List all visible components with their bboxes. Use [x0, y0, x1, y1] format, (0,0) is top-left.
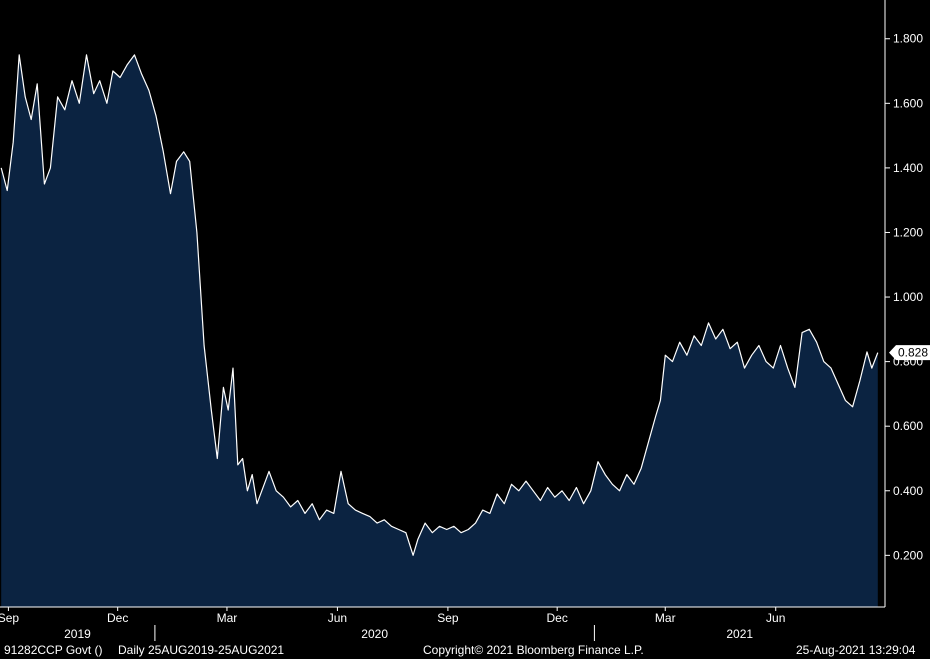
series-area: [1, 54, 878, 607]
x-tick-label: Jun: [766, 611, 785, 625]
y-tick-label: 1.400: [893, 161, 923, 175]
year-label: 2020: [361, 627, 388, 641]
footer-copyright: Copyright© 2021 Bloomberg Finance L.P.: [423, 643, 644, 657]
y-axis: 0.2000.4000.6000.8001.0001.2001.4001.600…: [884, 0, 923, 607]
x-axis: Sep Dec Mar Jun Sep Dec Mar Jun 2019 2020 2021: [0, 606, 885, 641]
series-line: [0, 54, 879, 556]
year-label: 2021: [726, 627, 753, 641]
y-tick-label: 1.000: [893, 290, 923, 304]
footer-range: Daily 25AUG2019-25AUG2021: [118, 643, 285, 657]
last-value-text: 0.828: [898, 346, 928, 360]
x-tick-label: Jun: [328, 611, 347, 625]
x-tick-label: Sep: [437, 611, 459, 625]
x-tick-label: Dec: [107, 611, 128, 625]
footer-timestamp: 25-Aug-2021 13:29:04: [796, 643, 916, 657]
footer-security: 91282CCP Govt (): [4, 643, 103, 657]
last-value-label: 0.828: [889, 345, 930, 361]
year-label: 2019: [64, 627, 91, 641]
y-tick-label: 0.400: [893, 484, 923, 498]
y-tick-label: 1.200: [893, 225, 923, 239]
x-tick-label: Mar: [217, 611, 238, 625]
y-tick-label: 1.600: [893, 96, 923, 110]
last-value-box: [889, 345, 930, 361]
y-tick-label: 1.800: [893, 32, 923, 46]
x-tick-label: Dec: [547, 611, 568, 625]
y-tick-label: 0.200: [893, 548, 923, 562]
x-tick-label: Sep: [0, 611, 19, 625]
y-tick-label: 0.600: [893, 419, 923, 433]
plot-area: [0, 54, 879, 607]
x-tick-label: Mar: [655, 611, 676, 625]
